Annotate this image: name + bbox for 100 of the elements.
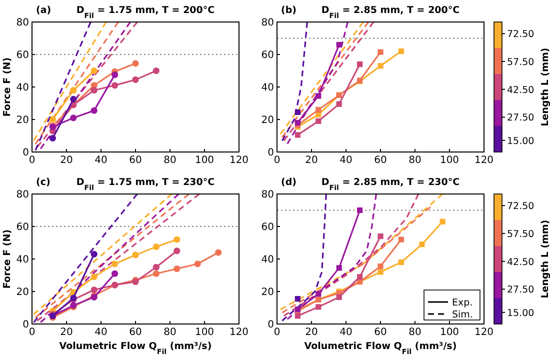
x-tick-label: 120 xyxy=(474,327,494,338)
x-tick-label: 100 xyxy=(440,327,460,338)
y-tick-label: 80 xyxy=(261,18,274,28)
x-tick-label: 40 xyxy=(340,327,352,338)
point xyxy=(70,86,77,94)
point xyxy=(112,72,118,78)
point xyxy=(112,260,118,268)
y-tick-label: 40 xyxy=(261,82,274,94)
text: (c) xyxy=(36,177,50,188)
y-tick-label: 20 xyxy=(261,115,274,126)
y-tick-label: 80 xyxy=(16,18,29,28)
point xyxy=(316,106,322,113)
point xyxy=(152,270,160,277)
point xyxy=(132,76,139,83)
y-tick-label: 60 xyxy=(261,50,274,61)
y-tick-label: 40 xyxy=(261,254,274,266)
x-axis-title: Volumetric Flow Q$_{Fil}$ (mm³/s) xyxy=(59,341,212,356)
point xyxy=(90,286,98,294)
x-tick-label: 40 xyxy=(94,327,108,338)
color-bar-title: Length L (mm) xyxy=(540,48,550,126)
color-bar-label: 72.50 xyxy=(507,201,534,212)
point xyxy=(49,116,56,123)
color-bar-label: 27.50 xyxy=(507,284,534,296)
point xyxy=(357,207,363,214)
point xyxy=(132,60,139,67)
point xyxy=(336,265,342,271)
point xyxy=(152,244,160,250)
point xyxy=(378,233,384,240)
y-tick-label: 40 xyxy=(16,82,29,94)
x-tick-label: 20 xyxy=(305,327,318,338)
chart-title: D$_{Fil}$ = 2.85 mm, T = 200°C xyxy=(321,5,460,20)
y-tick-label: 40 xyxy=(16,254,29,266)
point xyxy=(294,132,300,138)
point xyxy=(132,252,139,258)
y-tick-label: 20 xyxy=(261,287,274,298)
point xyxy=(316,304,322,310)
point xyxy=(112,270,118,277)
x-tick-label: 80 xyxy=(164,155,176,166)
annotation: Sim. xyxy=(452,310,473,320)
point xyxy=(174,236,180,243)
x-tick-label: 60 xyxy=(374,327,387,338)
x-tick-label: 20 xyxy=(305,155,318,166)
color-bar-label: 42.50 xyxy=(507,84,534,96)
point xyxy=(316,118,322,124)
y-tick-label: 0 xyxy=(22,320,29,330)
point xyxy=(174,265,180,272)
color-bar-label: 15.00 xyxy=(507,308,534,319)
point xyxy=(90,86,98,94)
text: (b) xyxy=(281,5,296,16)
point xyxy=(90,274,98,280)
y-tick-label: 80 xyxy=(16,190,29,200)
point xyxy=(357,274,363,280)
point xyxy=(49,134,56,142)
y-axis-title: Force F (N) xyxy=(2,229,13,289)
line-series xyxy=(283,194,420,317)
y-tick-label: 20 xyxy=(16,115,29,126)
y-tick-label: 60 xyxy=(16,222,29,233)
line-series xyxy=(286,22,349,145)
point xyxy=(90,67,98,74)
x-tick-label: 80 xyxy=(164,327,176,338)
y-tick-label: 80 xyxy=(261,190,274,200)
point xyxy=(316,93,322,99)
color-bar-label: 27.50 xyxy=(507,112,534,124)
x-tick-label: 100 xyxy=(194,155,214,166)
x-tick-label: 40 xyxy=(94,155,108,166)
y-tick-label: 0 xyxy=(268,148,274,158)
x-tick-label: 20 xyxy=(60,155,73,166)
point xyxy=(70,96,77,102)
point xyxy=(90,250,98,258)
color-bar-title: Length L (mm) xyxy=(540,220,550,298)
color-bar-label: 57.50 xyxy=(507,228,534,240)
chart-title: D$_{Fil}$ = 1.75 mm, T = 200°C xyxy=(76,5,215,20)
y-tick-label: 20 xyxy=(16,287,29,298)
x-axis-title: Volumetric Flow Q$_{Fil}$ (mm³/s) xyxy=(304,341,457,356)
point xyxy=(174,248,180,254)
point xyxy=(152,264,160,270)
x-tick-label: 100 xyxy=(440,155,460,166)
chart-title: D$_{Fil}$ = 2.85 mm, T = 230°C xyxy=(321,177,460,192)
point xyxy=(215,249,222,256)
point xyxy=(294,120,300,126)
x-tick-label: 60 xyxy=(129,155,142,166)
x-tick-label: 120 xyxy=(474,155,494,166)
x-tick-label: 20 xyxy=(60,327,73,338)
point xyxy=(378,49,384,55)
color-bar-label: 57.50 xyxy=(507,56,534,68)
color-bar-label: 15.00 xyxy=(507,136,534,147)
text: (a) xyxy=(36,5,52,16)
point xyxy=(398,48,404,54)
y-tick-label: 60 xyxy=(16,50,29,61)
x-tick-label: 80 xyxy=(408,155,422,166)
x-tick-label: 120 xyxy=(229,155,249,166)
point xyxy=(336,294,342,300)
y-tick-label: 60 xyxy=(261,222,274,233)
y-tick-label: 0 xyxy=(22,148,29,158)
point xyxy=(398,236,404,242)
point xyxy=(336,101,342,107)
x-tick-label: 40 xyxy=(340,155,352,166)
annotation: Exp. xyxy=(452,298,473,308)
point xyxy=(152,67,160,74)
x-tick-label: 80 xyxy=(408,327,422,338)
